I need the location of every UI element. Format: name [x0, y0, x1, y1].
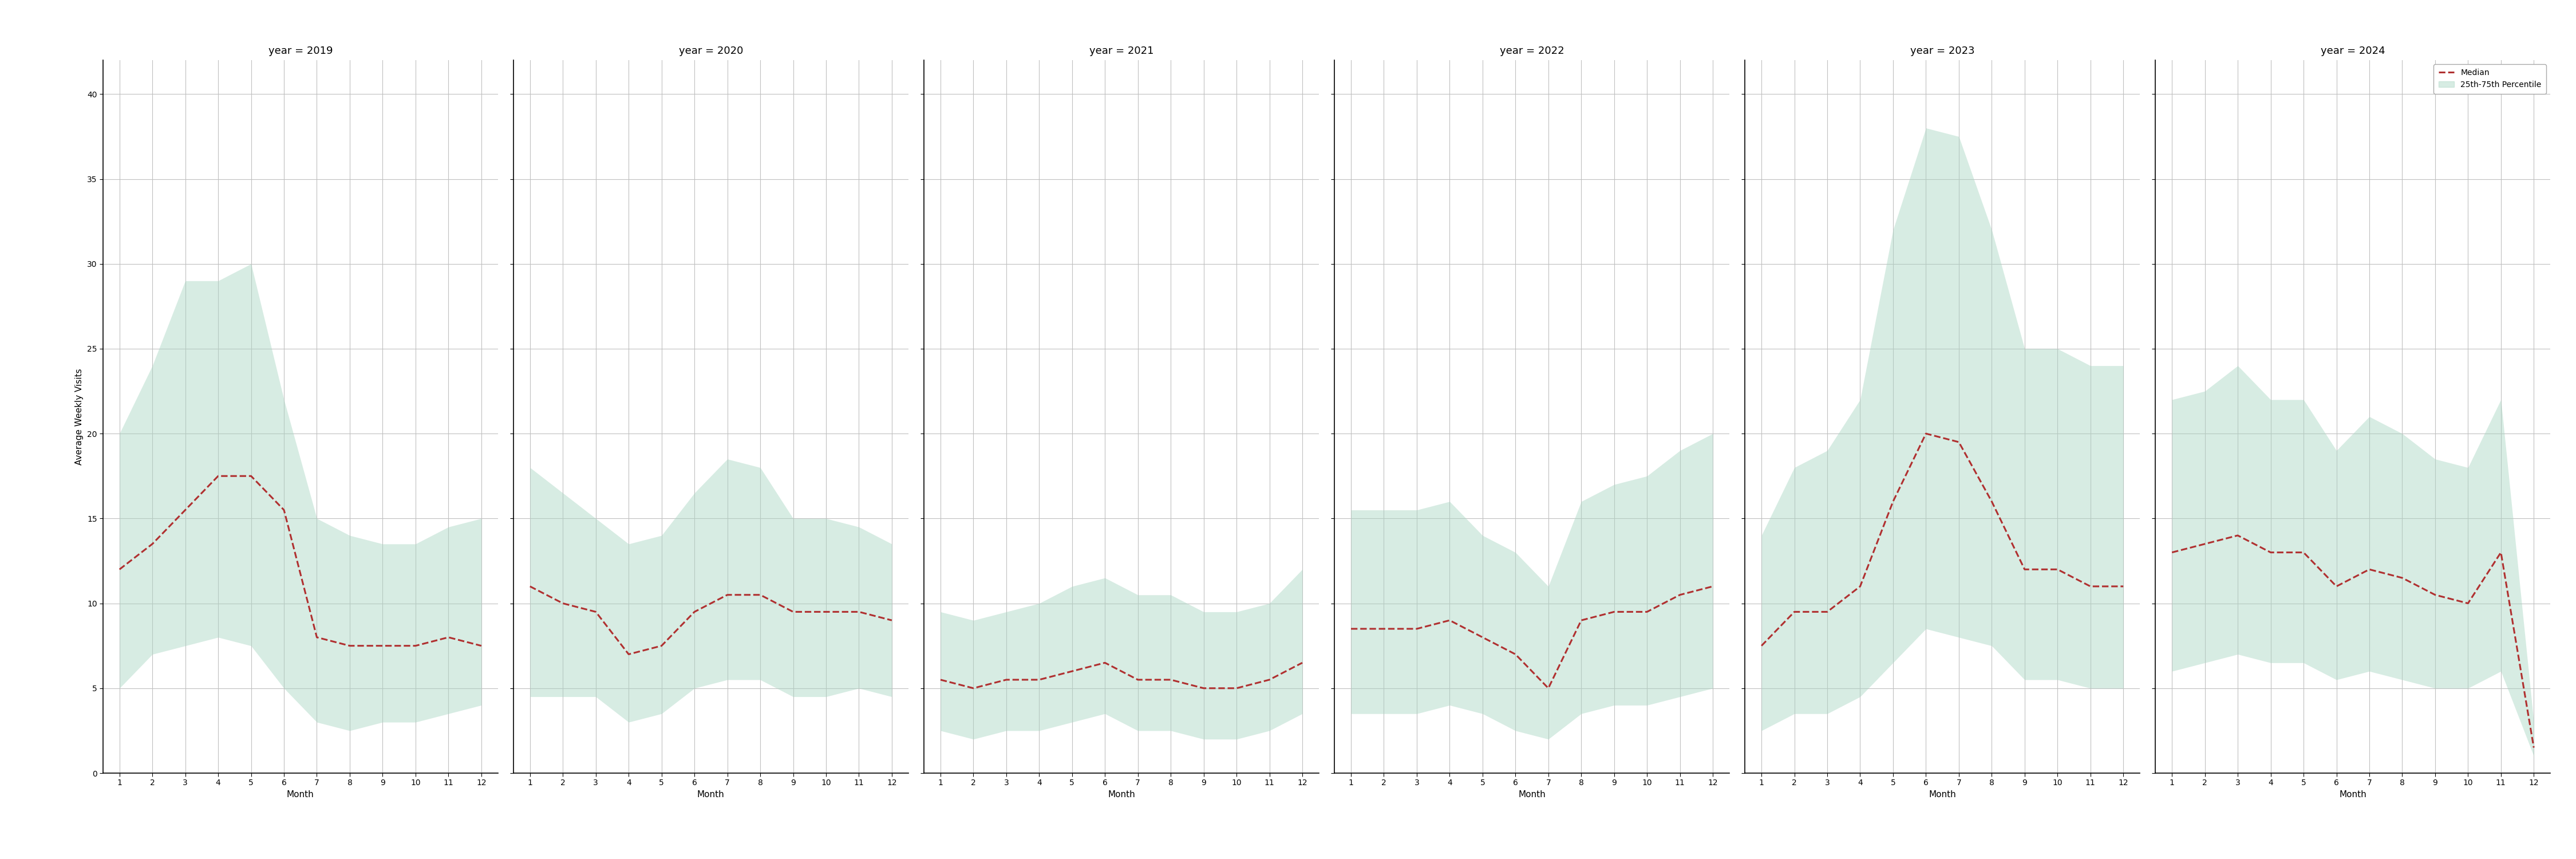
Title: year = 2024: year = 2024 — [2321, 46, 2385, 56]
Title: year = 2019: year = 2019 — [268, 46, 332, 56]
X-axis label: Month: Month — [286, 790, 314, 799]
Title: year = 2021: year = 2021 — [1090, 46, 1154, 56]
X-axis label: Month: Month — [1517, 790, 1546, 799]
X-axis label: Month: Month — [698, 790, 724, 799]
Title: year = 2023: year = 2023 — [1911, 46, 1976, 56]
Title: year = 2020: year = 2020 — [677, 46, 742, 56]
Y-axis label: Average Weekly Visits: Average Weekly Visits — [75, 369, 85, 465]
Legend: Median, 25th-75th Percentile: Median, 25th-75th Percentile — [2434, 64, 2545, 94]
X-axis label: Month: Month — [1929, 790, 1955, 799]
X-axis label: Month: Month — [1108, 790, 1136, 799]
X-axis label: Month: Month — [2339, 790, 2367, 799]
Title: year = 2022: year = 2022 — [1499, 46, 1564, 56]
